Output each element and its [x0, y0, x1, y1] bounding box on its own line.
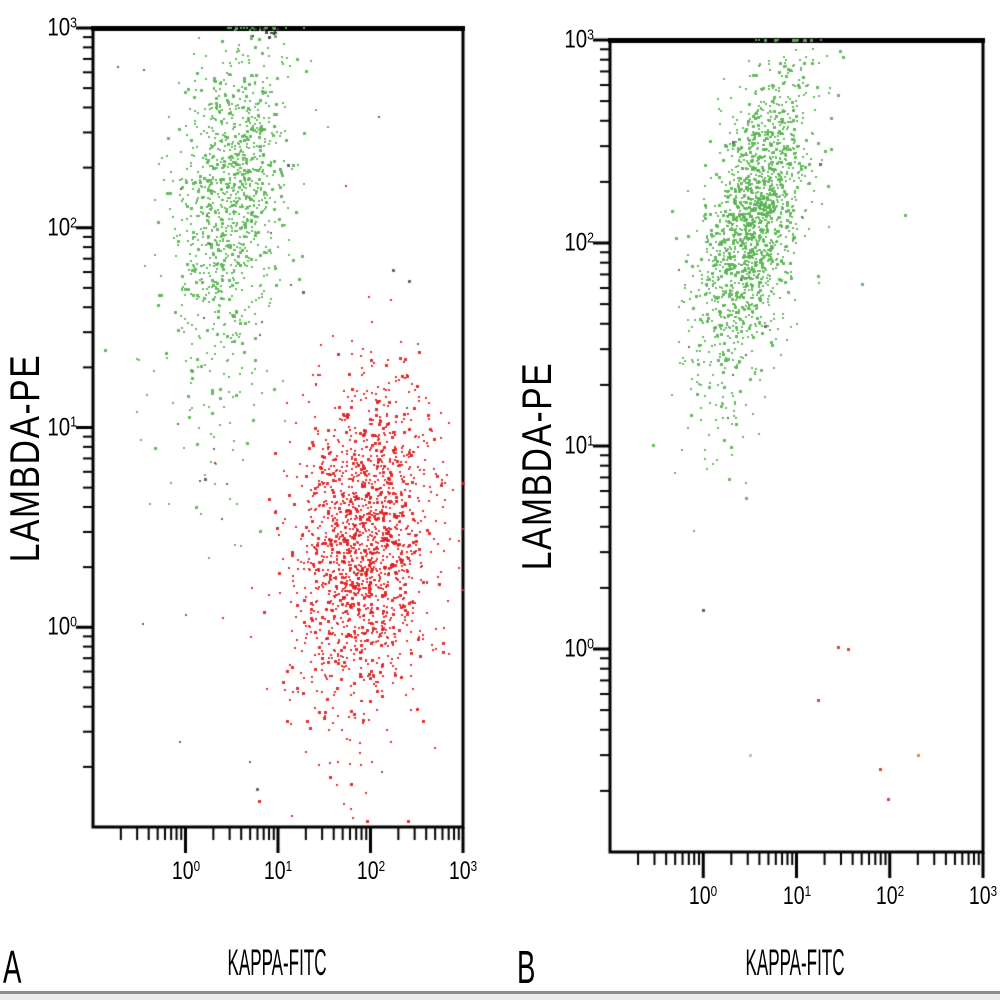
x-tick-label: 100: [171, 857, 200, 885]
x-tick-label: 103: [448, 857, 478, 885]
y-tick-label: 101: [564, 431, 594, 460]
y-tick-label: 102: [564, 228, 594, 257]
panel-letter-b: B: [517, 941, 536, 993]
y-tick-label: 103: [564, 25, 594, 54]
x-tick-label: 101: [263, 857, 293, 885]
y-tick-label: 103: [47, 13, 77, 42]
x-axis-label-panel-b: KAPPA-FITC: [745, 942, 845, 983]
x-tick-label: 100: [689, 882, 718, 910]
y-tick-label: 100: [564, 634, 594, 663]
bottom-divider-bar: [0, 991, 1000, 1000]
x-tick-label: 103: [968, 882, 998, 910]
y-axis-label-panel-b: LAMBDA-PE: [513, 361, 560, 571]
x-tick-label: 102: [875, 882, 904, 910]
y-tick-label: 100: [47, 612, 77, 641]
x-tick-label: 101: [782, 882, 811, 910]
y-tick-label: 101: [47, 413, 77, 441]
panel-letter-a: A: [3, 941, 22, 993]
y-axis-label-panel-a: LAMBDA-PE: [1, 353, 48, 563]
x-tick-label: 102: [356, 857, 385, 885]
y-tick-label: 102: [47, 213, 77, 242]
x-axis-label-panel-a: KAPPA-FITC: [227, 942, 327, 983]
